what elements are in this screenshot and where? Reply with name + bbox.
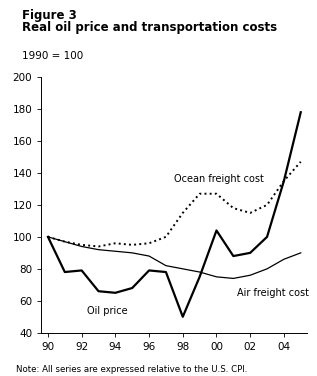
Text: Real oil price and transportation costs: Real oil price and transportation costs bbox=[22, 21, 277, 34]
Text: 1990 = 100: 1990 = 100 bbox=[22, 51, 83, 61]
Text: Oil price: Oil price bbox=[87, 306, 127, 315]
Text: Ocean freight cost: Ocean freight cost bbox=[174, 174, 264, 184]
Text: Note: All series are expressed relative to the U.S. CPI.: Note: All series are expressed relative … bbox=[16, 365, 247, 374]
Text: Figure 3: Figure 3 bbox=[22, 9, 77, 23]
Text: Air freight cost: Air freight cost bbox=[237, 288, 309, 298]
